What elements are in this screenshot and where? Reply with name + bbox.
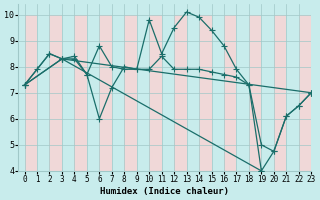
FancyBboxPatch shape <box>25 15 37 41</box>
FancyBboxPatch shape <box>149 67 162 93</box>
FancyBboxPatch shape <box>274 145 286 171</box>
FancyBboxPatch shape <box>99 41 112 67</box>
FancyBboxPatch shape <box>174 15 187 41</box>
FancyBboxPatch shape <box>149 145 162 171</box>
FancyBboxPatch shape <box>249 93 261 119</box>
FancyBboxPatch shape <box>50 145 62 171</box>
FancyBboxPatch shape <box>174 145 187 171</box>
FancyBboxPatch shape <box>299 119 311 145</box>
FancyBboxPatch shape <box>99 67 112 93</box>
X-axis label: Humidex (Indice chaleur): Humidex (Indice chaleur) <box>100 187 229 196</box>
FancyBboxPatch shape <box>199 41 212 67</box>
FancyBboxPatch shape <box>224 145 236 171</box>
FancyBboxPatch shape <box>25 145 37 171</box>
FancyBboxPatch shape <box>75 67 87 93</box>
FancyBboxPatch shape <box>199 119 212 145</box>
FancyBboxPatch shape <box>50 119 62 145</box>
FancyBboxPatch shape <box>75 119 87 145</box>
FancyBboxPatch shape <box>174 93 187 119</box>
FancyBboxPatch shape <box>75 15 87 41</box>
FancyBboxPatch shape <box>299 15 311 41</box>
FancyBboxPatch shape <box>99 119 112 145</box>
FancyBboxPatch shape <box>274 15 286 41</box>
FancyBboxPatch shape <box>75 41 87 67</box>
FancyBboxPatch shape <box>25 93 37 119</box>
FancyBboxPatch shape <box>274 67 286 93</box>
FancyBboxPatch shape <box>274 119 286 145</box>
FancyBboxPatch shape <box>174 67 187 93</box>
FancyBboxPatch shape <box>299 67 311 93</box>
FancyBboxPatch shape <box>50 41 62 67</box>
FancyBboxPatch shape <box>199 145 212 171</box>
FancyBboxPatch shape <box>149 15 162 41</box>
FancyBboxPatch shape <box>299 41 311 67</box>
FancyBboxPatch shape <box>124 41 137 67</box>
FancyBboxPatch shape <box>249 145 261 171</box>
FancyBboxPatch shape <box>249 41 261 67</box>
FancyBboxPatch shape <box>299 145 311 171</box>
FancyBboxPatch shape <box>99 145 112 171</box>
FancyBboxPatch shape <box>149 41 162 67</box>
FancyBboxPatch shape <box>75 93 87 119</box>
FancyBboxPatch shape <box>124 119 137 145</box>
FancyBboxPatch shape <box>75 145 87 171</box>
FancyBboxPatch shape <box>174 119 187 145</box>
FancyBboxPatch shape <box>224 119 236 145</box>
FancyBboxPatch shape <box>149 93 162 119</box>
FancyBboxPatch shape <box>124 67 137 93</box>
FancyBboxPatch shape <box>274 41 286 67</box>
FancyBboxPatch shape <box>25 41 37 67</box>
FancyBboxPatch shape <box>224 93 236 119</box>
FancyBboxPatch shape <box>249 15 261 41</box>
FancyBboxPatch shape <box>299 93 311 119</box>
FancyBboxPatch shape <box>274 93 286 119</box>
FancyBboxPatch shape <box>149 119 162 145</box>
FancyBboxPatch shape <box>124 145 137 171</box>
FancyBboxPatch shape <box>199 93 212 119</box>
FancyBboxPatch shape <box>124 15 137 41</box>
FancyBboxPatch shape <box>174 41 187 67</box>
FancyBboxPatch shape <box>199 15 212 41</box>
FancyBboxPatch shape <box>50 67 62 93</box>
FancyBboxPatch shape <box>124 93 137 119</box>
FancyBboxPatch shape <box>99 93 112 119</box>
FancyBboxPatch shape <box>199 67 212 93</box>
FancyBboxPatch shape <box>50 93 62 119</box>
FancyBboxPatch shape <box>249 67 261 93</box>
FancyBboxPatch shape <box>99 15 112 41</box>
FancyBboxPatch shape <box>50 15 62 41</box>
FancyBboxPatch shape <box>249 119 261 145</box>
FancyBboxPatch shape <box>25 119 37 145</box>
FancyBboxPatch shape <box>224 41 236 67</box>
FancyBboxPatch shape <box>25 67 37 93</box>
FancyBboxPatch shape <box>224 67 236 93</box>
FancyBboxPatch shape <box>224 15 236 41</box>
